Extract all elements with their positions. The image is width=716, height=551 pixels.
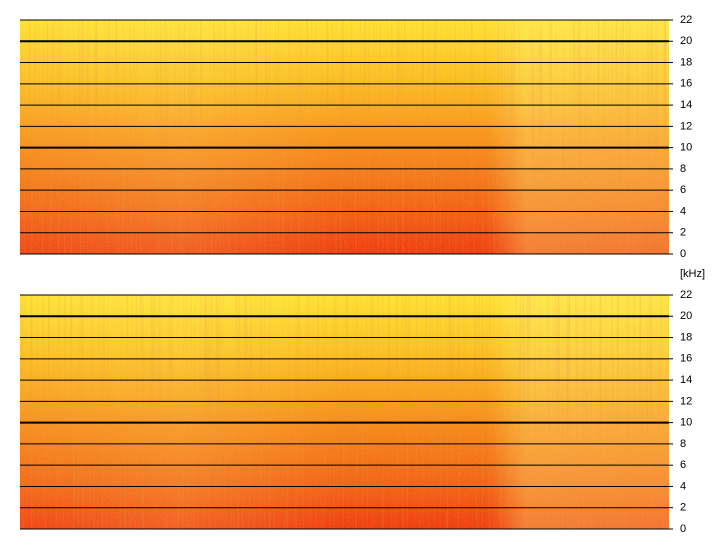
y-tick-label: 2	[680, 227, 686, 239]
y-tick-label: 6	[680, 459, 686, 471]
y-tick-label: 14	[680, 374, 692, 386]
y-axis-label: [kHz]	[680, 268, 705, 280]
y-tick-label: 4	[680, 205, 686, 217]
y-tick-label: 14	[680, 99, 692, 111]
y-tick-label: 2	[680, 502, 686, 514]
y-tick-label: 0	[680, 248, 686, 260]
y-tick-label: 16	[680, 353, 692, 365]
y-tick-label: 8	[680, 438, 686, 450]
y-tick-label: 22	[680, 14, 692, 26]
y-tick-label: 22	[680, 289, 692, 301]
y-tick-label: 20	[680, 310, 692, 322]
y-tick-label: 6	[680, 184, 686, 196]
spectrogram-grain	[20, 20, 669, 254]
y-tick-label: 0	[680, 523, 686, 535]
y-tick-label: 12	[680, 395, 692, 407]
y-tick-label: 10	[680, 142, 692, 154]
y-tick-label: 12	[680, 120, 692, 132]
y-tick-label: 8	[680, 163, 686, 175]
y-tick-label: 4	[680, 480, 686, 492]
y-tick-label: 10	[680, 417, 692, 429]
y-tick-label: 20	[680, 35, 692, 47]
y-tick-label: 18	[680, 56, 692, 68]
y-tick-label: 18	[680, 331, 692, 343]
spectrogram-grain	[20, 295, 669, 529]
y-tick-label: 16	[680, 78, 692, 90]
